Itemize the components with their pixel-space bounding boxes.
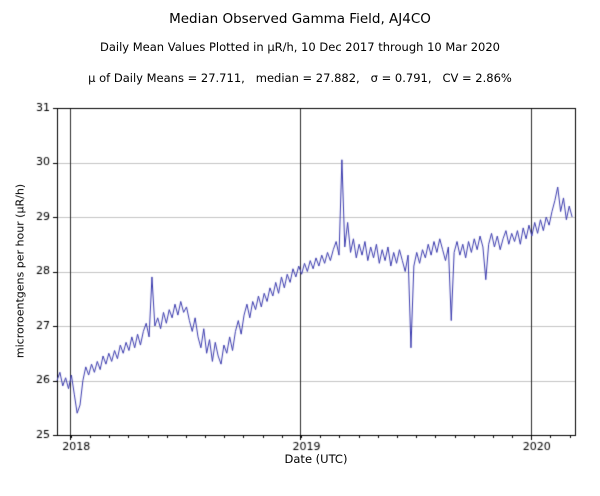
chart-stats-line: μ of Daily Means = 27.711, median = 27.8… — [88, 71, 512, 85]
x-axis-label: Date (UTC) — [284, 452, 348, 466]
chart-title: Median Observed Gamma Field, AJ4CO — [169, 11, 431, 27]
y-axis-label: microroentgens per hour (μR/h) — [13, 183, 27, 359]
chart-subtitle: Daily Mean Values Plotted in μR/h, 10 De… — [100, 40, 500, 54]
